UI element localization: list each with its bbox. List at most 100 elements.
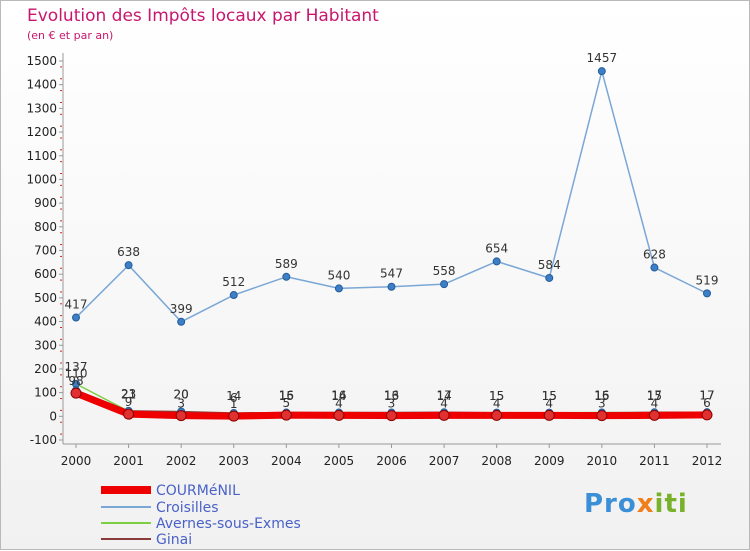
data-label: 4	[335, 396, 343, 410]
y-tick-label: 0	[49, 409, 57, 423]
y-tick-label: 900	[34, 196, 57, 210]
data-label: 14	[436, 389, 451, 403]
x-tick-label: 2010	[587, 454, 618, 468]
data-point	[703, 289, 711, 298]
data-point	[70, 387, 82, 399]
data-label: 17	[647, 388, 662, 402]
logo-part-2: x	[636, 489, 655, 519]
y-tick-label: 1100	[26, 149, 57, 163]
data-point	[701, 409, 713, 421]
y-tick-label: 1400	[26, 78, 57, 92]
data-label: 15	[594, 389, 609, 403]
proxiti-logo: Proxiti	[584, 489, 688, 519]
data-label: 17	[699, 388, 714, 402]
y-tick-label: 1000	[26, 172, 57, 186]
data-label: 399	[170, 302, 193, 316]
x-tick-label: 2011	[639, 454, 670, 468]
data-label: 1	[230, 397, 238, 411]
data-label: 519	[696, 273, 719, 287]
x-tick-label: 2003	[218, 454, 249, 468]
data-label: 137	[65, 360, 88, 374]
data-label: 4	[545, 396, 553, 410]
logo-part-3: iti	[654, 489, 688, 519]
data-label: 6	[703, 396, 711, 410]
data-label: 4	[493, 396, 501, 410]
data-label: 589	[275, 257, 298, 271]
y-tick-label: 1200	[26, 125, 57, 139]
data-label: 6	[230, 391, 238, 405]
legend-label: Ginai	[156, 532, 192, 548]
data-label: 558	[433, 264, 456, 278]
x-tick-label: 2005	[324, 454, 355, 468]
data-label: 3	[598, 397, 606, 411]
data-point	[492, 257, 501, 266]
data-label: 16	[384, 389, 399, 403]
data-label: 21	[121, 387, 136, 401]
data-label: 512	[222, 275, 245, 289]
data-point	[545, 273, 554, 282]
y-tick-label: -100	[30, 433, 57, 447]
y-tick-label: 400	[34, 315, 57, 329]
x-tick-label: 2012	[692, 454, 723, 468]
x-tick-label: 2006	[376, 454, 407, 468]
data-label: 3	[177, 397, 185, 411]
data-label: 15	[489, 389, 504, 403]
data-label: 20	[174, 388, 189, 402]
data-label: 16	[331, 389, 346, 403]
data-label: 4	[651, 396, 659, 410]
data-label: 4	[440, 396, 448, 410]
x-tick-label: 2001	[113, 454, 144, 468]
logo-part-1: Pro	[584, 489, 637, 519]
data-point	[123, 408, 135, 420]
data-label: 9	[125, 395, 133, 409]
data-label: 13	[384, 389, 399, 403]
chart-title: Evolution des Impôts locaux par Habitant	[27, 6, 379, 26]
data-label: 16	[594, 389, 609, 403]
legend-label: Avernes-sous-Exmes	[156, 516, 301, 532]
data-label: 15	[489, 389, 504, 403]
data-point	[386, 410, 397, 422]
chart-subtitle: (en € et par an)	[27, 29, 114, 42]
y-tick-label: 200	[34, 362, 57, 376]
data-point	[491, 409, 503, 421]
data-label: 5	[283, 396, 291, 410]
data-label: 23	[121, 387, 136, 401]
data-label: 110	[65, 366, 88, 380]
data-point	[229, 291, 238, 300]
data-point	[596, 410, 608, 422]
data-point	[650, 263, 659, 272]
data-label: 15	[279, 389, 294, 403]
data-point	[543, 409, 555, 421]
data-label: 638	[117, 245, 140, 259]
y-tick-label: 1300	[26, 101, 57, 115]
data-label: 17	[699, 388, 714, 402]
x-tick-label: 2000	[61, 454, 92, 468]
data-label: 3	[388, 397, 396, 411]
data-label: 15	[542, 389, 557, 403]
data-point	[333, 409, 345, 421]
data-point	[282, 272, 291, 281]
data-point	[228, 410, 240, 422]
data-label: 15	[542, 389, 557, 403]
data-label: 547	[380, 267, 403, 281]
legend-label: COURMéNIL	[156, 483, 240, 499]
y-tick-label: 1500	[26, 54, 57, 68]
y-tick-label: 800	[34, 220, 57, 234]
data-label: 417	[65, 298, 88, 312]
x-tick-label: 2008	[481, 454, 512, 468]
data-label: 16	[279, 389, 294, 403]
data-label: 540	[327, 268, 350, 282]
data-label: 14	[226, 389, 241, 403]
data-point	[280, 409, 292, 421]
data-point	[440, 280, 449, 289]
data-label: 628	[643, 248, 666, 262]
y-tick-label: 300	[34, 338, 57, 352]
data-point	[334, 284, 343, 293]
data-point	[177, 317, 186, 326]
data-point	[387, 282, 396, 291]
x-tick-label: 2007	[429, 454, 460, 468]
data-label: 17	[436, 388, 451, 402]
y-tick-label: 500	[34, 291, 57, 305]
